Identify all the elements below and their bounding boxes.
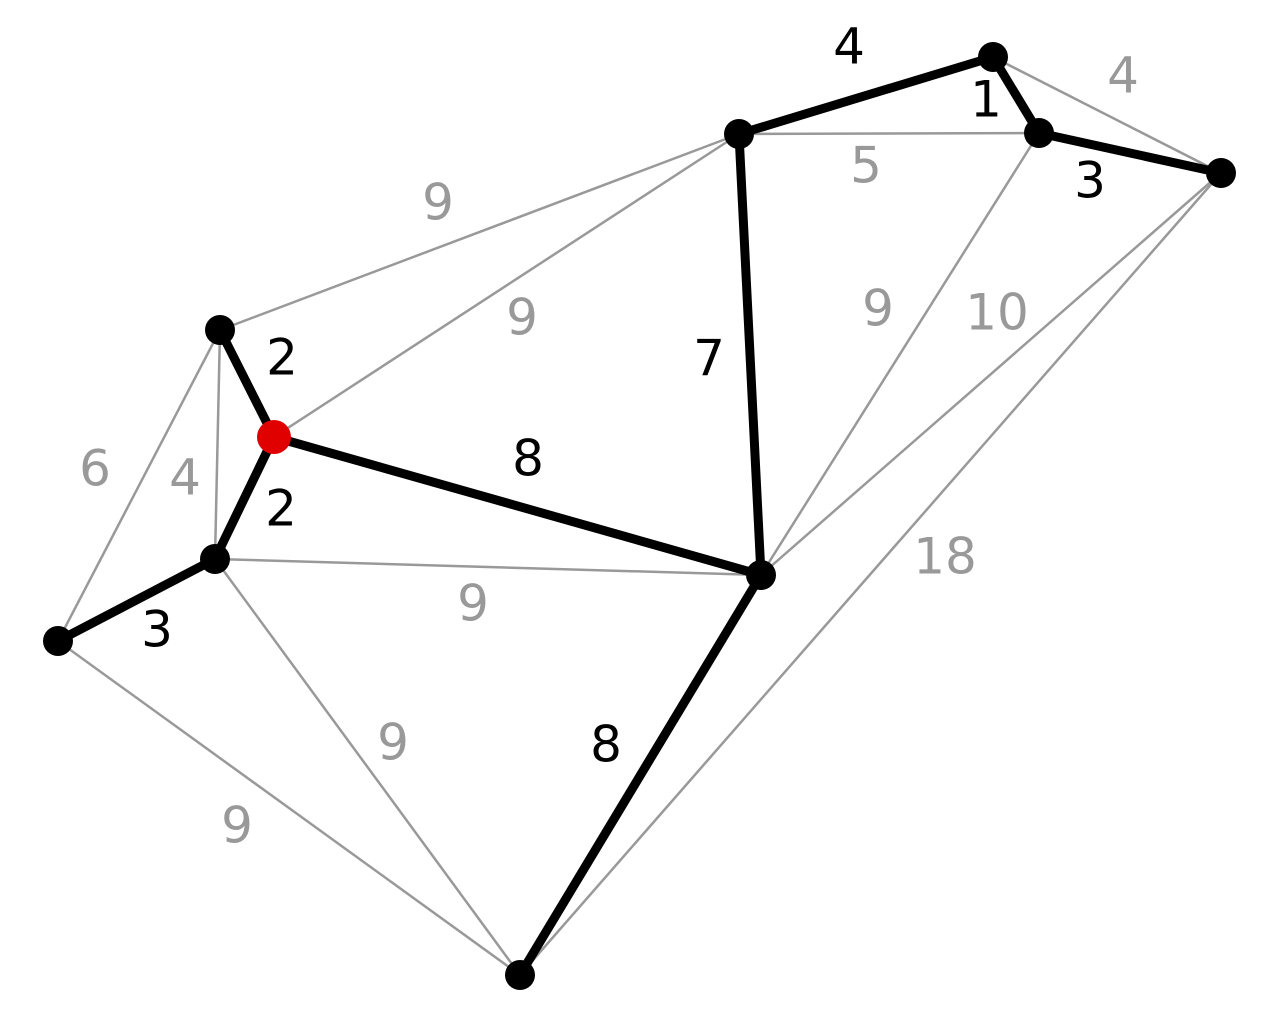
edge-I-J bbox=[519, 172, 1222, 976]
weight-label-F-H: 8 bbox=[512, 430, 544, 488]
edge-G-I bbox=[213, 558, 522, 976]
weight-label-G-H: 9 bbox=[457, 575, 489, 633]
tree-edge-F-H bbox=[269, 432, 766, 580]
weight-label-H-J: 10 bbox=[965, 284, 1029, 342]
tree-edge-A-H bbox=[734, 129, 766, 580]
node-D bbox=[43, 626, 73, 656]
weight-label-D-I: 9 bbox=[221, 797, 253, 855]
weight-label-B-J: 4 bbox=[1107, 47, 1139, 105]
tree-edge-H-I bbox=[515, 570, 766, 980]
tree-edge-A-B bbox=[734, 52, 998, 139]
weight-label-E-F: 2 bbox=[266, 329, 298, 387]
edge-E-A bbox=[219, 132, 740, 332]
node-G bbox=[200, 544, 230, 574]
edge-H-C bbox=[759, 132, 1041, 576]
tree-edge-G-D bbox=[53, 554, 220, 646]
weight-label-E-D: 6 bbox=[79, 440, 111, 498]
edge-E-G bbox=[213, 329, 222, 560]
weight-label-G-D: 3 bbox=[141, 601, 173, 659]
tree-edge-F-G bbox=[210, 432, 279, 564]
weight-label-H-I: 8 bbox=[590, 716, 622, 774]
weight-label-H-C: 9 bbox=[862, 280, 894, 338]
weight-label-A-B: 4 bbox=[833, 18, 865, 76]
weight-label-E-A: 9 bbox=[422, 174, 454, 232]
edge-F-A bbox=[273, 132, 740, 439]
non-tree-edges bbox=[56, 55, 1222, 977]
node-C bbox=[1024, 118, 1054, 148]
node-I bbox=[505, 960, 535, 990]
edge-E-D bbox=[56, 329, 222, 642]
weight-label-C-J: 3 bbox=[1074, 152, 1106, 210]
node-J bbox=[1206, 158, 1236, 188]
weight-label-B-C: 1 bbox=[970, 71, 1002, 129]
weight-label-G-I: 9 bbox=[377, 714, 409, 772]
node-H bbox=[746, 560, 776, 590]
start-node bbox=[257, 420, 291, 454]
node-E bbox=[205, 315, 235, 345]
node-B bbox=[978, 42, 1008, 72]
edge-A-C bbox=[738, 131, 1040, 136]
tree-edge-E-F bbox=[215, 325, 279, 442]
edge-D-I bbox=[57, 639, 521, 977]
weight-label-A-H: 7 bbox=[693, 330, 725, 388]
weight-label-F-A: 9 bbox=[506, 289, 538, 347]
edge-G-H bbox=[214, 557, 762, 577]
weight-label-E-G: 4 bbox=[169, 449, 201, 507]
edge-B-J bbox=[992, 55, 1222, 175]
node-A bbox=[724, 119, 754, 149]
graph-nodes bbox=[43, 42, 1236, 990]
weight-label-F-G: 2 bbox=[265, 480, 297, 538]
tree-edge-C-J bbox=[1034, 128, 1226, 178]
weight-label-A-C: 5 bbox=[850, 137, 882, 195]
edge-H-J bbox=[760, 172, 1222, 576]
weight-label-I-J: 18 bbox=[913, 528, 977, 586]
